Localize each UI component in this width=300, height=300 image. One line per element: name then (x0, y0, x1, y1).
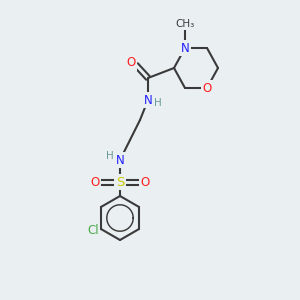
Text: H: H (154, 98, 162, 108)
Text: O: O (90, 176, 100, 188)
Text: O: O (202, 82, 211, 94)
Text: N: N (181, 41, 189, 55)
Text: S: S (116, 176, 124, 188)
Text: N: N (144, 94, 152, 106)
Text: O: O (126, 56, 136, 70)
Text: N: N (116, 154, 124, 166)
Text: CH₃: CH₃ (176, 19, 195, 29)
Text: Cl: Cl (87, 224, 99, 238)
Text: O: O (140, 176, 150, 188)
Text: H: H (106, 151, 114, 161)
